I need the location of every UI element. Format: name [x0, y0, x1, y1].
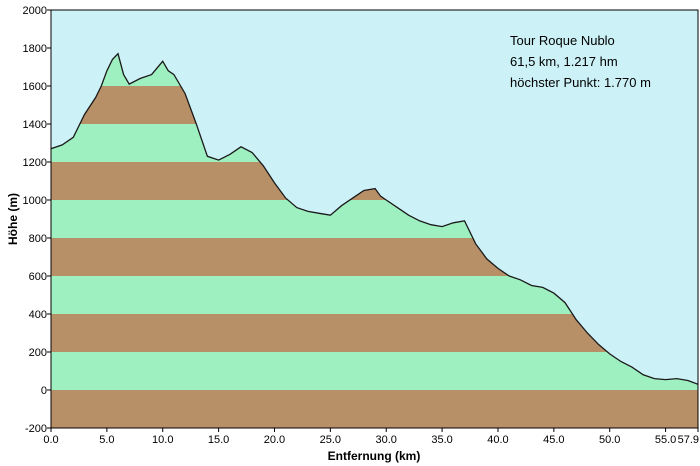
x-tick-label: 55.0 — [655, 434, 676, 446]
y-axis-title: Höhe (m) — [6, 193, 20, 245]
x-tick-label: 25.0 — [320, 434, 341, 446]
y-tick-label: 600 — [29, 271, 47, 283]
info-highest-point: höchster Punkt: 1.770 m — [510, 75, 651, 90]
x-axis-title: Entfernung (km) — [328, 449, 421, 463]
x-tick-label: 57.9 — [678, 434, 699, 446]
y-tick-label: 1600 — [23, 81, 47, 93]
x-tick-label: 40.0 — [487, 434, 508, 446]
elevation-band — [51, 352, 698, 390]
y-axis-ticks: -200 0 200 400 600 800 1000 1200 1400 1600 1800 200… — [23, 5, 51, 435]
x-tick-label: 50.0 — [599, 434, 620, 446]
y-tick-label: 1200 — [23, 157, 47, 169]
x-tick-label: 45.0 — [543, 434, 564, 446]
y-tick-label: 1400 — [23, 119, 47, 131]
y-tick-label: 800 — [29, 233, 47, 245]
x-tick-label: 35.0 — [431, 434, 452, 446]
plot-frame — [50, 9, 699, 429]
y-tick-label: 1800 — [23, 43, 47, 55]
profile-line — [51, 52, 698, 385]
x-tick-label: 20.0 — [264, 434, 285, 446]
y-tick-label: -200 — [25, 423, 47, 435]
y-tick-label: 1000 — [23, 195, 47, 207]
x-tick-label: 30.0 — [376, 434, 397, 446]
y-tick-label: 200 — [29, 347, 47, 359]
x-tick-label: 10.0 — [152, 434, 173, 446]
x-tick-label: 5.0 — [99, 434, 114, 446]
x-tick-label: 0.0 — [43, 434, 58, 446]
y-tick-label: 2000 — [23, 5, 47, 17]
elevation-band — [51, 390, 698, 428]
x-axis-ticks: 0.0 5.0 10.0 15.0 20.0 25.0 30.0 35.0 40.0 45.0 50… — [43, 428, 699, 446]
info-tour-name: Tour Roque Nublo — [510, 33, 615, 48]
info-distance-ascent: 61,5 km, 1.217 hm — [510, 54, 618, 69]
y-tick-label: 400 — [29, 309, 47, 321]
x-tick-label: 15.0 — [208, 434, 229, 446]
y-tick-label: 0 — [41, 385, 47, 397]
